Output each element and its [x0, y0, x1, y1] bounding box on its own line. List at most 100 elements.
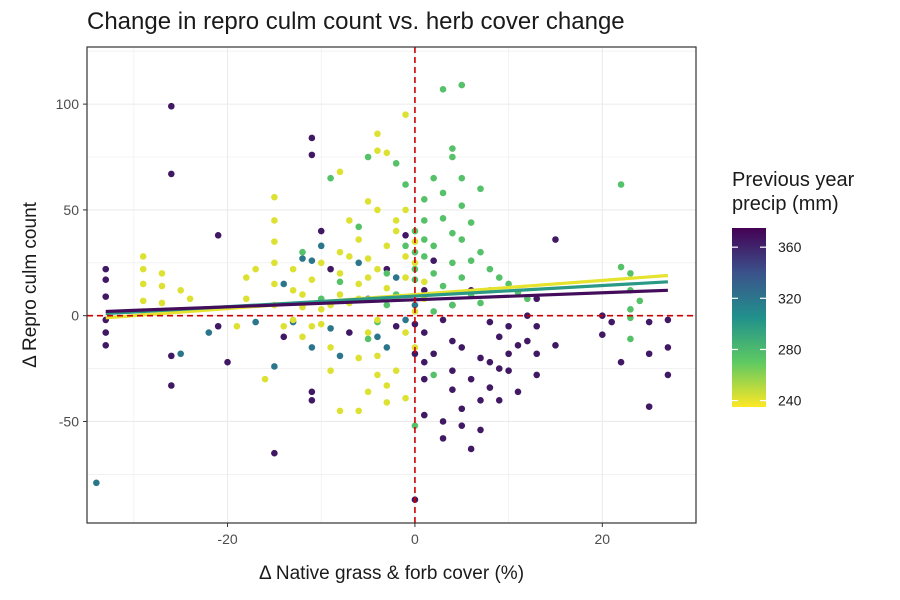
data-point: [308, 257, 316, 264]
y-axis-label: Δ Repro culm count: [20, 201, 41, 368]
data-point: [402, 242, 409, 250]
y-tick-label: 50: [63, 202, 79, 218]
data-point: [364, 198, 372, 205]
y-tick-label: 0: [71, 308, 79, 324]
data-point: [617, 181, 625, 188]
data-point: [364, 388, 372, 396]
data-point: [402, 253, 409, 260]
data-point: [383, 270, 391, 277]
data-point: [411, 320, 419, 328]
data-point: [252, 318, 259, 326]
data-point: [495, 274, 503, 281]
data-point: [608, 318, 615, 326]
data-point: [486, 358, 494, 366]
data-point: [449, 145, 456, 152]
data-point: [374, 316, 381, 324]
data-point: [355, 280, 363, 288]
data-point: [299, 248, 306, 256]
data-point: [449, 367, 456, 374]
data-point: [271, 449, 278, 457]
data-point: [317, 320, 325, 328]
data-point: [233, 322, 241, 330]
data-point: [139, 265, 147, 273]
data-point: [524, 337, 531, 345]
data-point: [467, 219, 475, 226]
data-point: [458, 174, 466, 182]
data-point: [420, 358, 428, 366]
data-point: [383, 149, 391, 157]
data-point: [252, 265, 259, 273]
data-point: [317, 242, 325, 250]
data-point: [402, 206, 409, 214]
data-point: [242, 274, 250, 281]
data-point: [402, 316, 409, 324]
data-point: [242, 295, 250, 303]
data-point: [261, 375, 269, 383]
data-point: [177, 350, 184, 358]
data-point: [486, 265, 494, 273]
colorbar-ticks: 240 280 320 360: [732, 239, 802, 409]
legend-title-line-1: Previous year: [732, 169, 855, 191]
data-point: [317, 227, 325, 235]
data-point: [420, 236, 428, 243]
data-point: [392, 160, 400, 167]
data-point: [308, 396, 316, 404]
data-point: [645, 318, 653, 326]
data-point: [224, 358, 231, 366]
data-point: [93, 479, 100, 487]
data-point: [439, 86, 447, 93]
data-point: [467, 257, 475, 264]
data-point: [411, 301, 419, 309]
data-point: [514, 341, 522, 349]
data-point: [627, 306, 634, 313]
data-point: [392, 217, 400, 224]
colorbar: [732, 228, 766, 407]
data-point: [495, 396, 503, 404]
data-point: [317, 306, 325, 313]
data-point: [505, 367, 512, 374]
data-point: [271, 217, 278, 224]
data-point: [280, 333, 288, 341]
data-point: [430, 270, 437, 277]
data-point: [467, 445, 475, 453]
data-point: [271, 280, 278, 288]
data-point: [505, 322, 512, 330]
y-tick-label: 100: [56, 96, 80, 112]
data-point: [505, 280, 512, 288]
reference-lines: [87, 47, 696, 523]
data-point: [533, 295, 541, 303]
data-point: [308, 344, 316, 351]
data-point: [439, 435, 447, 442]
data-point: [430, 257, 437, 264]
x-tick-label: -20: [217, 531, 237, 547]
data-point: [402, 329, 409, 336]
data-point: [533, 371, 541, 379]
data-point: [374, 265, 381, 273]
data-point: [533, 350, 541, 358]
chart-title: Change in repro culm count vs. herb cove…: [87, 8, 625, 35]
data-point: [477, 354, 484, 362]
data-point: [102, 329, 110, 336]
data-point: [486, 318, 494, 326]
data-point: [439, 316, 447, 324]
data-point: [430, 308, 437, 315]
data-point: [402, 111, 409, 118]
data-point: [374, 371, 381, 379]
data-point: [327, 344, 334, 351]
data-point: [383, 301, 391, 309]
data-point: [533, 322, 541, 330]
data-point: [439, 282, 447, 290]
data-point: [411, 350, 419, 358]
data-point: [327, 265, 334, 273]
data-point: [392, 367, 400, 374]
data-point: [308, 134, 316, 142]
data-point: [168, 170, 175, 178]
data-point: [336, 278, 344, 286]
data-point: [458, 236, 466, 243]
data-point: [280, 322, 288, 330]
data-point: [355, 354, 363, 362]
data-point: [271, 238, 278, 245]
colorbar-tick-label: 360: [778, 239, 802, 255]
data-point: [383, 382, 391, 389]
data-point: [420, 253, 428, 260]
